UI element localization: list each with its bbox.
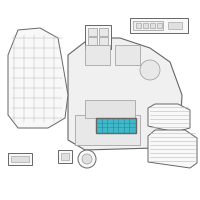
Bar bbox=[61, 153, 69, 160]
Polygon shape bbox=[148, 104, 190, 132]
Bar bbox=[58, 150, 72, 163]
Bar bbox=[168, 22, 182, 29]
Bar bbox=[85, 25, 111, 49]
Polygon shape bbox=[68, 38, 182, 150]
Bar bbox=[11, 156, 29, 162]
Bar bbox=[143, 23, 148, 28]
Bar bbox=[150, 23, 155, 28]
Circle shape bbox=[82, 154, 92, 164]
Bar bbox=[99, 37, 108, 45]
Bar bbox=[133, 21, 163, 30]
Bar bbox=[136, 23, 141, 28]
Bar bbox=[85, 100, 135, 118]
Bar bbox=[85, 45, 110, 65]
Polygon shape bbox=[148, 130, 197, 168]
Polygon shape bbox=[8, 28, 68, 128]
Bar bbox=[88, 37, 97, 45]
Bar bbox=[157, 23, 162, 28]
Bar bbox=[88, 28, 97, 36]
Bar bbox=[99, 28, 108, 36]
Bar bbox=[130, 18, 188, 33]
Bar bbox=[8, 153, 32, 165]
Bar bbox=[75, 115, 140, 145]
Circle shape bbox=[78, 150, 96, 168]
Bar bbox=[115, 45, 140, 65]
Circle shape bbox=[140, 60, 160, 80]
Bar bbox=[96, 118, 136, 133]
